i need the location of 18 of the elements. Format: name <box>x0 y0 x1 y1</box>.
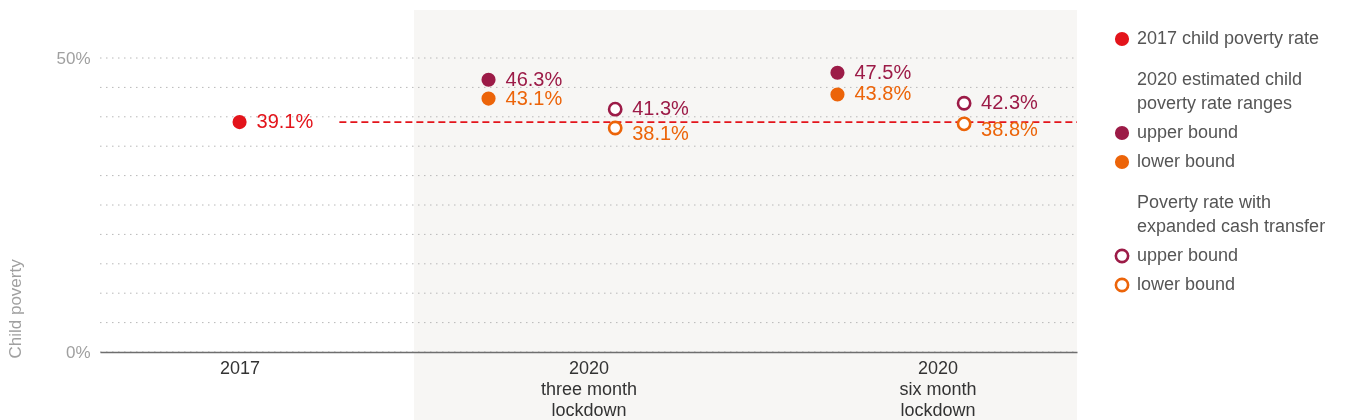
data-label: 43.8% <box>854 82 912 105</box>
y-tick-label: 0% <box>65 342 91 362</box>
legend-label: upper bound <box>1137 245 1239 265</box>
legend-label: upper bound <box>1137 122 1239 142</box>
legend-label: lower bound <box>1137 151 1236 171</box>
data-label: 41.3% <box>632 97 690 120</box>
x-tick-label: 2017 <box>220 357 261 378</box>
data-label: 39.1% <box>256 110 314 133</box>
y-axis-title: Child poverty <box>5 258 25 359</box>
data-label: 38.1% <box>632 121 690 144</box>
legend-label: 2017 child poverty rate <box>1137 28 1320 48</box>
x-tick-label: 2020 three month lockdown <box>540 357 638 420</box>
y-tick-label: 50% <box>56 48 91 68</box>
x-tick-label: 2020 six month lockdown <box>899 357 977 420</box>
legend-label: lower bound <box>1137 274 1236 294</box>
data-label: 47.5% <box>854 60 912 83</box>
data-label: 38.8% <box>981 117 1039 140</box>
data-label: 42.3% <box>981 91 1039 114</box>
